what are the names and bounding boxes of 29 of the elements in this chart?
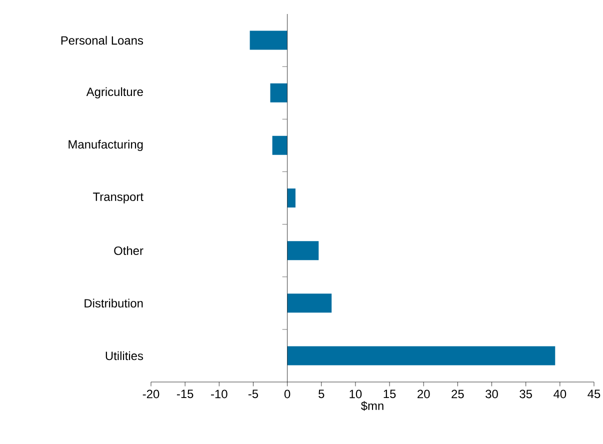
y-tick-label: Utilities — [106, 351, 144, 360]
y-tick-label: Agriculture — [86, 87, 143, 98]
x-tick-label: -5 — [248, 390, 258, 398]
y-tick-label: Transport — [93, 192, 144, 204]
x-tick-label: 30 — [486, 390, 498, 398]
x-tick-label: 10 — [350, 390, 362, 398]
x-tick-label: 20 — [418, 390, 430, 398]
x-tick-label: -10 — [211, 390, 228, 398]
x-axis-title: $mn — [360, 401, 384, 411]
y-tick-label: Personal Loans — [61, 36, 144, 45]
x-tick-label: 25 — [452, 390, 464, 398]
y-tick-label: Distribution — [84, 298, 143, 308]
x-tick-label: 15 — [384, 390, 396, 398]
x-tick-label: 5 — [318, 390, 324, 398]
bar — [287, 294, 332, 313]
x-tick-label: 0 — [284, 390, 290, 398]
bar — [272, 136, 288, 155]
bar — [287, 346, 556, 366]
x-tick-label: -15 — [176, 390, 194, 398]
bar — [287, 241, 319, 260]
x-tick-label: -20 — [142, 390, 160, 398]
bar — [270, 83, 288, 102]
bar — [287, 188, 296, 208]
x-tick-label: 35 — [520, 390, 532, 398]
x-tick-label: 45 — [588, 390, 600, 398]
x-tick-label: 40 — [554, 390, 566, 398]
y-tick-label: Manufacturing — [68, 140, 143, 152]
y-tick-label: Other — [114, 246, 144, 255]
bar — [250, 30, 288, 50]
